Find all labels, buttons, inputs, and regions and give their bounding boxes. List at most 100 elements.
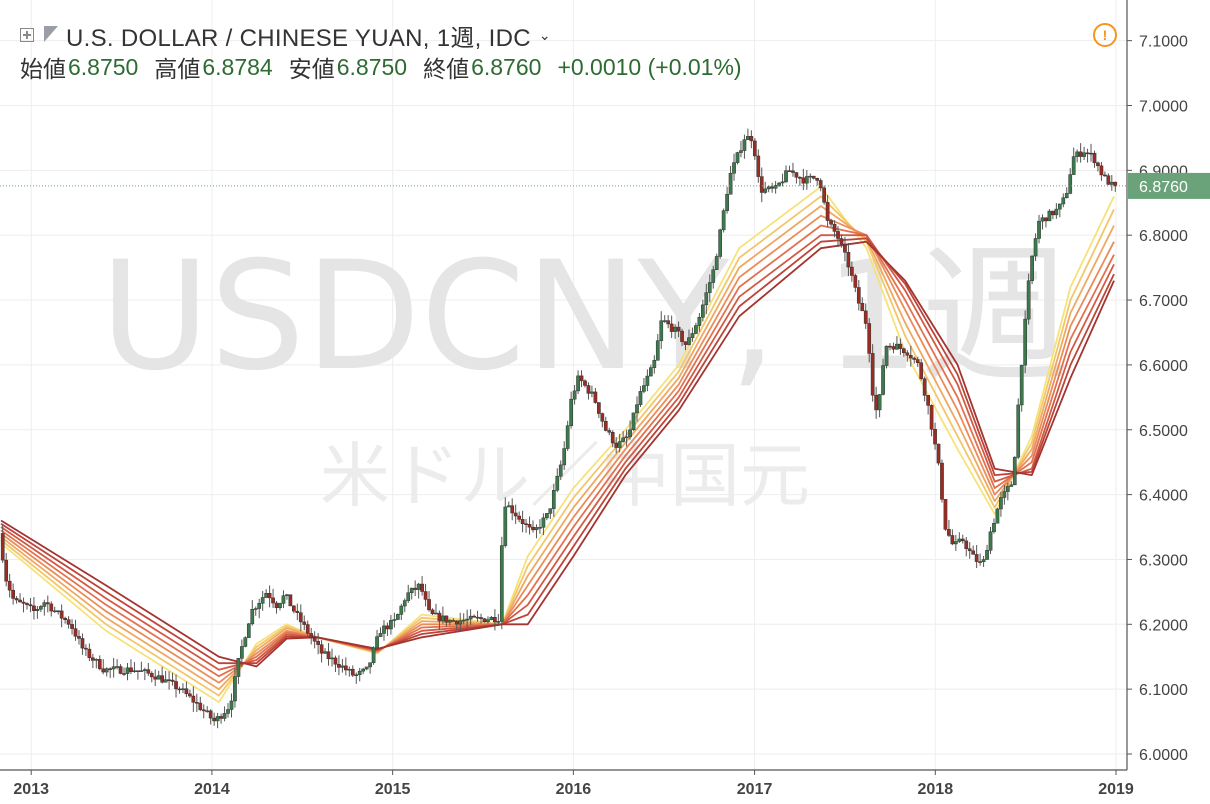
candle-body — [669, 323, 674, 332]
candle-body — [964, 540, 969, 549]
x-tick-label: 2016 — [556, 781, 592, 798]
candle-body — [333, 657, 338, 665]
candle-body — [999, 497, 1003, 510]
candle-body — [548, 508, 553, 514]
candle-body — [700, 304, 705, 318]
candle-body — [496, 621, 501, 623]
candle-body — [895, 343, 899, 350]
candle-body — [274, 602, 279, 609]
candle-body — [66, 619, 71, 625]
candle-body — [361, 668, 366, 672]
candle-body — [149, 672, 154, 678]
candle-body — [1023, 318, 1028, 366]
candle-body — [132, 670, 137, 672]
candle-body — [1109, 181, 1114, 185]
candle-body — [888, 345, 892, 348]
candle-body — [524, 523, 528, 526]
expand-icon[interactable] — [20, 28, 34, 42]
candle-body — [344, 665, 348, 671]
candle-body — [1033, 238, 1038, 257]
high-value: 6.8784 — [202, 53, 273, 80]
warning-icon[interactable]: ! — [1093, 23, 1117, 47]
candle-body — [212, 717, 217, 722]
chevron-down-icon[interactable]: ⌄ — [538, 26, 551, 43]
last-price-marker: 6.8760 — [0, 172, 1210, 199]
candle-body — [635, 404, 639, 414]
candle-body — [305, 624, 310, 634]
candle-body — [603, 421, 608, 431]
candle-body — [222, 713, 227, 719]
candle-body — [385, 625, 390, 630]
candle-body — [593, 391, 598, 403]
x-tick-label: 2018 — [918, 781, 954, 798]
candle-body — [489, 617, 494, 620]
candle-body — [309, 633, 314, 638]
candle-body — [312, 637, 317, 642]
candle-body — [39, 606, 43, 610]
ribbon-line-ma3 — [0, 205, 1115, 691]
candle-body — [357, 670, 362, 675]
candle-body — [347, 668, 352, 671]
candle-body — [531, 526, 535, 531]
symbol-title[interactable]: U.S. DOLLAR / CHINESE YUAN, 1週, IDC — [66, 24, 531, 52]
candle-body — [326, 651, 331, 660]
candle-body — [264, 593, 268, 598]
candle-body — [791, 170, 795, 173]
candle-body — [1099, 165, 1104, 176]
candle-body — [233, 676, 237, 702]
x-tick-label: 2014 — [194, 781, 230, 798]
candle-body — [0, 533, 5, 561]
candlestick-series — [0, 128, 1118, 729]
candle-body — [430, 609, 435, 615]
candle-body — [472, 615, 476, 618]
candle-body — [281, 595, 286, 604]
candle-body — [725, 194, 729, 211]
candle-body — [655, 340, 660, 361]
candle-body — [732, 162, 736, 174]
y-tick-label: 6.0000 — [1139, 747, 1188, 764]
flag-icon[interactable] — [44, 26, 58, 42]
candle-body — [271, 597, 275, 604]
candle-body — [562, 448, 567, 466]
candle-body — [437, 612, 442, 622]
candle-body — [586, 385, 591, 394]
candle-body — [839, 238, 844, 245]
candle-body — [479, 617, 483, 619]
candle-body — [714, 256, 719, 270]
candle-body — [25, 603, 29, 605]
candle-body — [1019, 364, 1024, 406]
candle-body — [451, 620, 456, 622]
candle-body — [912, 357, 917, 360]
candle-body — [1061, 197, 1066, 205]
candle-body — [794, 172, 799, 178]
candle-body — [52, 610, 57, 613]
close-value: 6.8760 — [471, 53, 542, 80]
candle-body — [198, 702, 203, 711]
candle-body — [950, 535, 955, 545]
candle-body — [728, 173, 733, 195]
candle-body — [94, 659, 99, 661]
candle-body — [420, 583, 424, 592]
candle-body — [759, 176, 764, 193]
candle-body — [174, 681, 178, 690]
y-tick-label: 6.6000 — [1139, 358, 1188, 375]
candle-body — [856, 287, 861, 304]
candle-body — [652, 359, 657, 368]
candle-body — [454, 620, 459, 625]
candle-body — [108, 668, 113, 670]
change-value: +0.0010 (+0.01%) — [557, 53, 742, 80]
candle-body — [340, 665, 345, 668]
ribbon-line-ma6 — [0, 234, 1115, 671]
candle-body — [319, 644, 324, 654]
grid-lines — [0, 0, 1127, 770]
candle-body — [229, 700, 234, 710]
x-tick-label: 2017 — [737, 781, 773, 798]
candle-body — [1106, 175, 1111, 185]
candle-body — [891, 346, 896, 350]
candle-body — [118, 666, 123, 674]
y-tick-label: 6.8000 — [1139, 228, 1188, 245]
candle-body — [947, 529, 951, 536]
candle-body — [874, 394, 878, 411]
candle-body — [506, 505, 511, 508]
